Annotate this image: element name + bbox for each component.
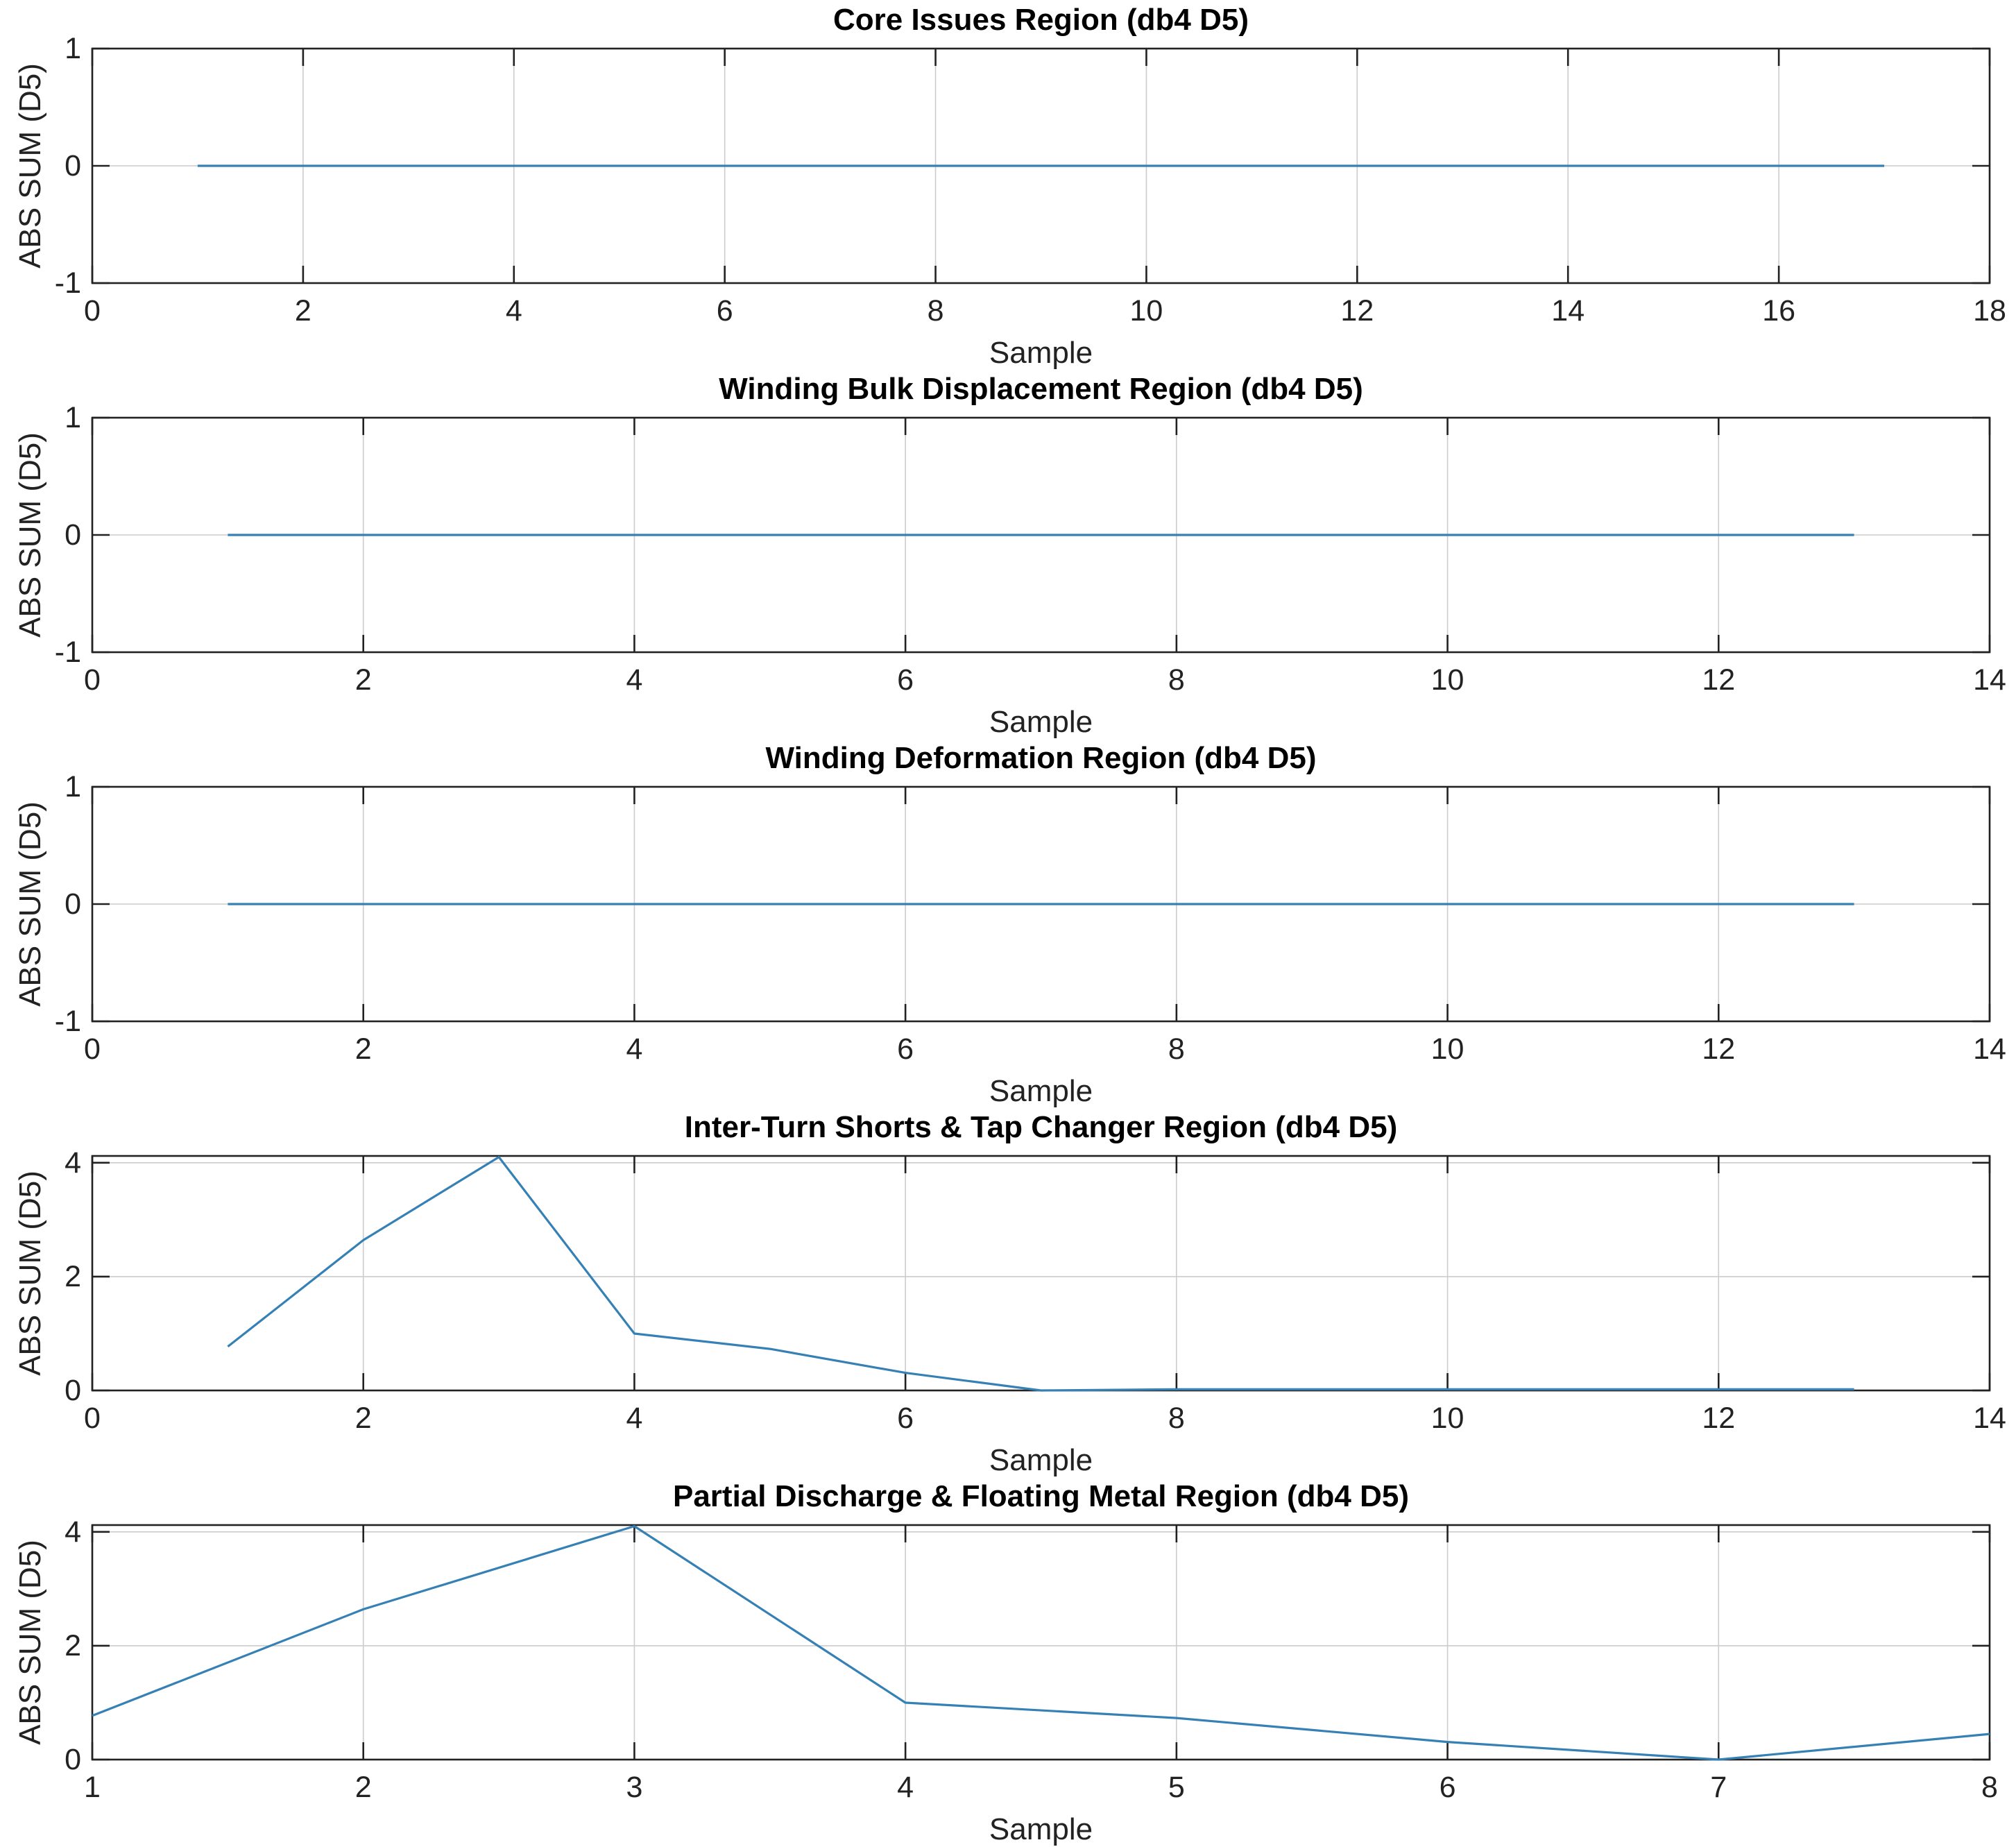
y-tick-label: 4 [65, 1146, 81, 1180]
y-tick-label: 0 [65, 149, 81, 182]
x-tick-label: 6 [897, 1032, 914, 1066]
x-tick-label: 12 [1340, 294, 1374, 327]
x-tick-label: 8 [1168, 1032, 1185, 1066]
y-axis-label: ABS SUM (D5) [13, 432, 47, 638]
y-axis-label: ABS SUM (D5) [13, 1540, 47, 1745]
x-tick-label: 2 [295, 294, 311, 327]
x-tick-label: 14 [1551, 294, 1584, 327]
y-tick-label: 1 [65, 770, 81, 803]
y-tick-label: 1 [65, 32, 81, 65]
core-issues-chart: 0 2 4 6 8 10 12 14 16 18-101 [55, 32, 2006, 327]
y-tick-label: 0 [65, 1743, 81, 1776]
subplot-core-issues: 0 2 4 6 8 10 12 14 16 18 -1 0 1 Core Issues Region (… [0, 0, 2016, 370]
x-tick-label: 8 [928, 294, 944, 327]
x-tick-label: 0 [84, 294, 101, 327]
chart-title: Inter-Turn Shorts & Tap Changer Region (… [684, 1110, 1398, 1144]
x-tick-label: 16 [1762, 294, 1795, 327]
x-tick-label: 14 [1973, 663, 2006, 697]
winding-bulk-displacement-chart: 0 2 4 6 8 10 12 14-101 [55, 401, 2006, 697]
x-tick-label: 12 [1702, 1402, 1735, 1435]
x-tick-label: 4 [897, 1771, 914, 1804]
x-tick-label: 18 [1973, 294, 2006, 327]
axes-box [91, 1155, 1991, 1392]
x-tick-label: 12 [1702, 663, 1735, 697]
y-tick-label: 0 [65, 1374, 81, 1407]
y-axis-label: ABS SUM (D5) [13, 1171, 47, 1376]
x-tick-label: 2 [355, 1771, 372, 1804]
x-tick-label: 8 [1981, 1771, 1998, 1804]
subplot-winding-bulk-displacement: 0 2 4 6 8 10 12 14 -1 0 1 Winding Bulk Displacemen… [0, 369, 2016, 739]
y-axis-label: ABS SUM (D5) [13, 801, 47, 1007]
x-tick-label: 7 [1710, 1771, 1727, 1804]
y-tick-label: 0 [65, 887, 81, 921]
x-axis-label: Sample [989, 336, 1093, 370]
y-tick-label: 2 [65, 1629, 81, 1662]
line-series [227, 1155, 1854, 1392]
x-tick-label: 0 [84, 1402, 101, 1435]
y-tick-label: 2 [65, 1260, 81, 1293]
chart-title: Core Issues Region (db4 D5) [832, 3, 1249, 37]
x-axis-label: Sample [989, 1443, 1093, 1477]
subplot-inter-turn-shorts-tap-changer: 0 2 4 6 8 10 12 14 0 2 4 Inter-Turn Shorts & Tap C… [0, 1107, 2016, 1477]
x-tick-label: 8 [1168, 1402, 1185, 1435]
x-tick-label: 12 [1702, 1032, 1735, 1066]
x-axis-label: Sample [989, 1074, 1093, 1108]
x-tick-label: 6 [897, 663, 914, 697]
x-tick-label: 6 [717, 294, 733, 327]
x-tick-label: 14 [1973, 1032, 2006, 1066]
x-tick-label: 2 [355, 1402, 372, 1435]
x-tick-label: 10 [1431, 1402, 1464, 1435]
chart-title: Winding Deformation Region (db4 D5) [765, 741, 1317, 775]
x-tick-label: 8 [1168, 663, 1185, 697]
x-tick-label: 1 [84, 1771, 101, 1804]
x-tick-label: 14 [1973, 1402, 2006, 1435]
x-tick-label: 10 [1431, 663, 1464, 697]
y-tick-label: 0 [65, 518, 81, 552]
x-tick-label: 3 [626, 1771, 642, 1804]
x-tick-label: 10 [1431, 1032, 1464, 1066]
y-axis-label: ABS SUM (D5) [13, 63, 47, 269]
x-tick-label: 4 [506, 294, 522, 327]
axes-box [91, 1524, 1991, 1761]
x-tick-label: 4 [626, 1402, 642, 1435]
winding-deformation-chart: 0 2 4 6 8 10 12 14-101 [55, 770, 2006, 1066]
x-axis-label: Sample [989, 1812, 1093, 1846]
x-tick-label: 6 [897, 1402, 914, 1435]
chart-title: Partial Discharge & Floating Metal Regio… [672, 1479, 1410, 1513]
partial-discharge-chart: 1 2 3 4 5 6 7 8 0 2 4 [65, 1515, 1998, 1804]
x-tick-label: 2 [355, 1032, 372, 1066]
x-axis-label: Sample [989, 705, 1093, 739]
x-tick-label: 0 [84, 663, 101, 697]
y-tick-label: 4 [65, 1515, 81, 1549]
x-tick-label: 10 [1130, 294, 1163, 327]
subplot-winding-deformation: 0 2 4 6 8 10 12 14 -1 0 1 Winding Deformation Regi… [0, 738, 2016, 1108]
y-tick-label: 1 [65, 401, 81, 434]
y-tick-label: -1 [55, 266, 81, 300]
x-tick-label: 0 [84, 1032, 101, 1066]
line-series [92, 1524, 1990, 1761]
subplot-partial-discharge-floating-metal: 1 2 3 4 5 6 7 8 0 2 4 Partial Discharge & Floating… [0, 1476, 2016, 1846]
x-tick-label: 2 [355, 663, 372, 697]
chart-title: Winding Bulk Displacement Region (db4 D5… [719, 372, 1363, 406]
inter-turn-shorts-chart: 0 2 4 6 8 10 12 14 0 2 4 [65, 1146, 2006, 1435]
y-tick-label: -1 [55, 636, 81, 669]
x-tick-label: 6 [1440, 1771, 1456, 1804]
x-tick-label: 4 [626, 663, 642, 697]
y-tick-label: -1 [55, 1005, 81, 1038]
x-tick-label: 4 [626, 1032, 642, 1066]
x-tick-label: 5 [1168, 1771, 1185, 1804]
